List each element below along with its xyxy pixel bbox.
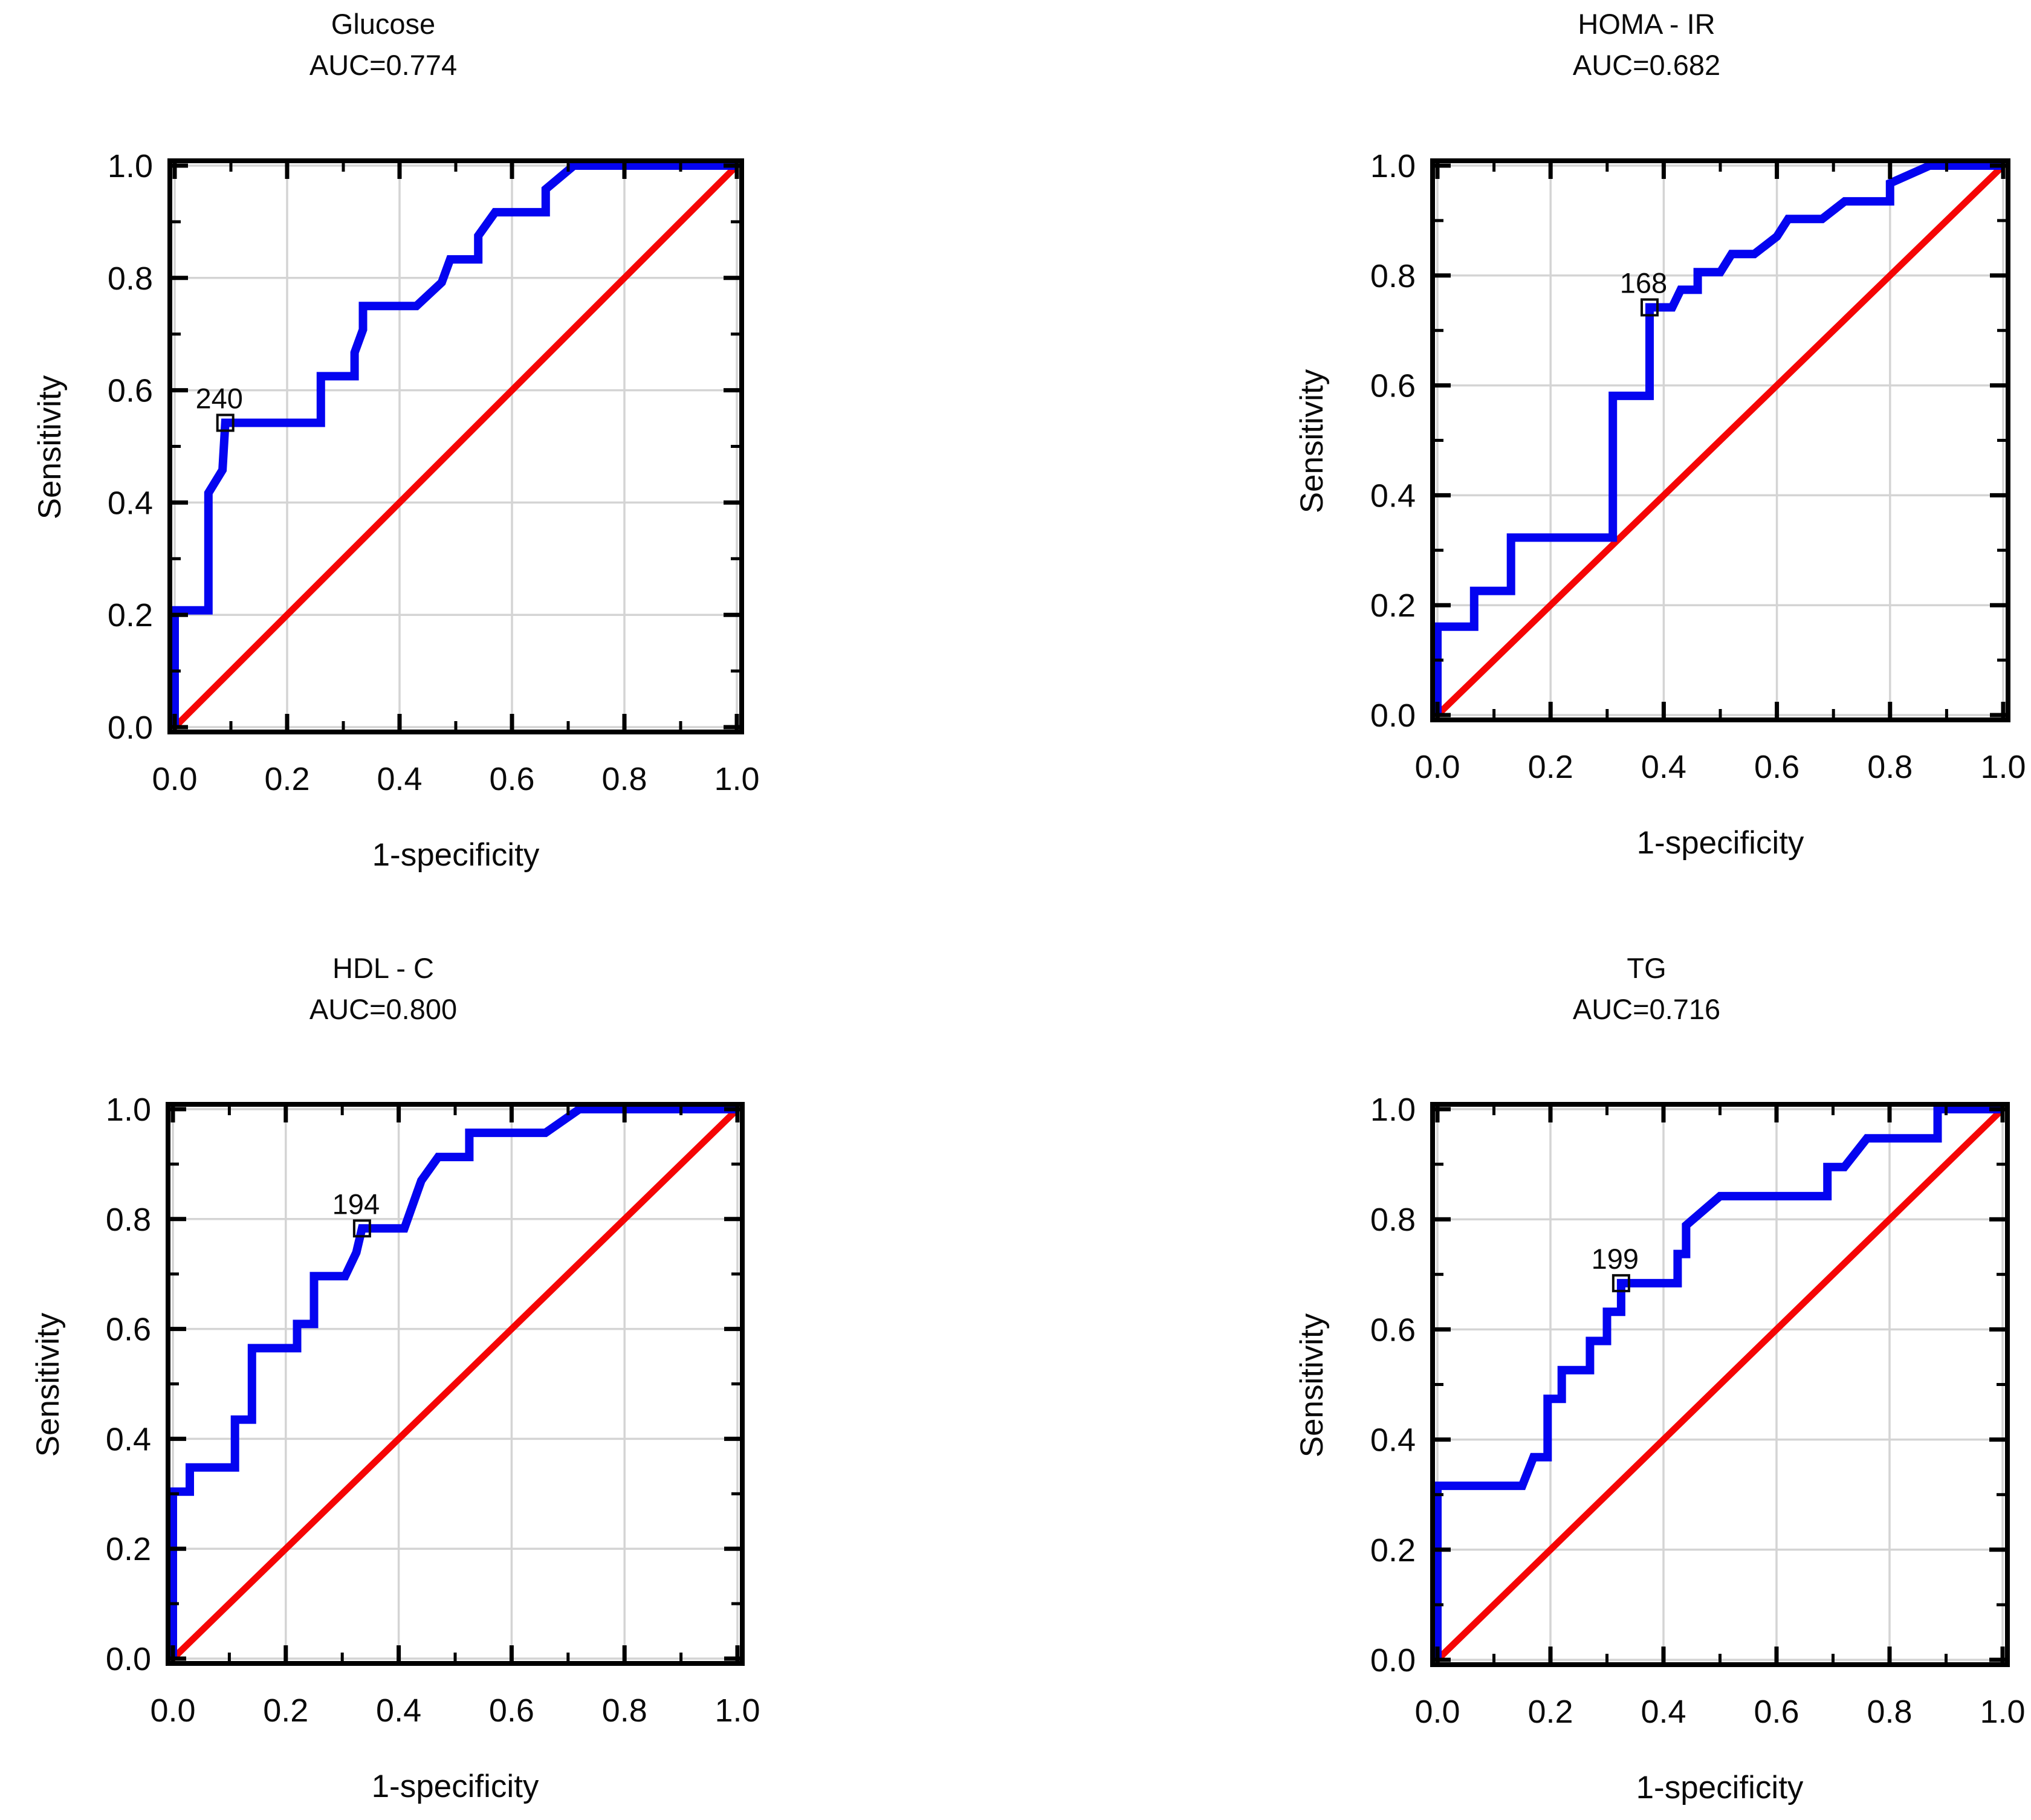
x-axis-label: 1-specificity: [1636, 1770, 1804, 1805]
x-tick-label: 0.0: [1414, 749, 1460, 785]
y-tick-label: 0.8: [106, 1202, 151, 1238]
y-tick-label: 0.6: [106, 1312, 151, 1348]
cutoff-marker: [1612, 1274, 1630, 1292]
x-tick-label: 0.4: [1641, 1694, 1686, 1730]
cutoff-label: 199: [1592, 1243, 1639, 1275]
chart-auc-hdl-c: AUC=0.800: [309, 993, 458, 1025]
x-tick-label: 0.0: [150, 1692, 195, 1729]
x-tick-label: 0.8: [601, 761, 647, 797]
axis-frame: [1430, 158, 2010, 722]
chance-diagonal-line: [172, 163, 739, 730]
y-axis-label: Sensitivity: [1294, 1313, 1330, 1458]
x-tick-label: 0.2: [1527, 1694, 1573, 1730]
y-tick-label: 0.8: [108, 261, 153, 297]
x-tick-label: 0.6: [489, 761, 534, 797]
cutoff-marker: [216, 413, 235, 432]
y-tick-label: 0.4: [106, 1421, 151, 1457]
x-tick-label: 0.4: [376, 1692, 421, 1729]
y-tick-label: 0.8: [1370, 258, 1416, 294]
x-tick-label: 0.4: [377, 761, 422, 797]
roc-curve-line: [170, 161, 737, 727]
y-tick-label: 0.4: [1370, 478, 1416, 514]
y-tick-label: 0.2: [108, 597, 153, 633]
axis-frame: [1430, 1102, 2010, 1667]
x-tick-label: 1.0: [714, 761, 759, 797]
chance-diagonal-line: [170, 1107, 740, 1661]
y-tick-label: 0.6: [1370, 1312, 1416, 1348]
y-axis-label: Sensitivity: [1294, 369, 1330, 514]
y-tick-label: 1.0: [1370, 148, 1416, 184]
x-tick-label: 0.4: [1641, 749, 1686, 785]
x-axis-label: 1-specificity: [372, 837, 540, 873]
chart-title-glucose: Glucose: [331, 8, 436, 40]
roc-curve-line: [169, 1105, 737, 1659]
cutoff-label: 194: [332, 1188, 380, 1220]
x-tick-label: 0.6: [1754, 1694, 1799, 1730]
y-tick-label: 0.2: [1370, 1532, 1416, 1569]
x-tick-label: 0.0: [152, 761, 197, 797]
y-tick-label: 0.4: [1370, 1422, 1416, 1459]
chart-auc-homa-ir: AUC=0.682: [1572, 49, 1721, 81]
cutoff-marker: [1641, 298, 1659, 317]
y-tick-label: 0.0: [108, 710, 153, 746]
y-tick-label: 0.2: [106, 1531, 151, 1567]
cutoff-label: 168: [1620, 267, 1667, 299]
chart-title-hdl-c: HDL - C: [332, 952, 434, 984]
y-tick-label: 0.0: [1370, 1642, 1416, 1679]
x-tick-label: 1.0: [1980, 1694, 2025, 1730]
y-tick-label: 0.6: [108, 373, 153, 409]
x-tick-label: 1.0: [1980, 749, 2026, 785]
roc-curve-line: [1433, 1105, 2003, 1660]
x-axis-label: 1-specificity: [371, 1769, 539, 1804]
cutoff-marker: [352, 1219, 371, 1238]
x-tick-label: 0.0: [1414, 1694, 1460, 1730]
x-tick-label: 0.8: [1867, 1694, 1912, 1730]
chance-diagonal-line: [1435, 163, 2006, 717]
y-tick-label: 1.0: [106, 1092, 151, 1128]
y-tick-label: 1.0: [108, 148, 153, 184]
y-tick-label: 0.8: [1370, 1202, 1416, 1238]
x-tick-label: 0.8: [602, 1692, 647, 1729]
y-tick-label: 0.0: [106, 1641, 151, 1677]
chart-title-tg: TG: [1627, 952, 1667, 984]
x-axis-label: 1-specificity: [1636, 825, 1804, 861]
chance-diagonal-line: [1435, 1107, 2005, 1662]
x-tick-label: 0.8: [1867, 749, 1913, 785]
axis-frame: [167, 158, 744, 734]
y-axis-label: Sensitivity: [32, 375, 68, 520]
y-tick-label: 0.6: [1370, 368, 1416, 404]
y-tick-label: 0.2: [1370, 588, 1416, 624]
y-axis-label: Sensitivity: [30, 1312, 66, 1457]
x-tick-label: 0.6: [489, 1692, 534, 1729]
y-tick-label: 0.0: [1370, 698, 1416, 734]
x-tick-label: 0.6: [1754, 749, 1799, 785]
x-tick-label: 0.2: [1528, 749, 1573, 785]
x-tick-label: 1.0: [714, 1692, 760, 1729]
x-tick-label: 0.2: [264, 761, 309, 797]
chart-title-homa-ir: HOMA - IR: [1578, 8, 1715, 40]
roc-curve-line: [1433, 161, 2003, 715]
chart-auc-glucose: AUC=0.774: [309, 49, 458, 81]
x-tick-label: 0.2: [263, 1692, 308, 1729]
cutoff-label: 240: [195, 382, 242, 414]
y-tick-label: 0.4: [108, 485, 153, 521]
chart-auc-tg: AUC=0.716: [1572, 993, 1721, 1025]
y-tick-label: 1.0: [1370, 1092, 1416, 1128]
axis-frame: [166, 1102, 745, 1666]
